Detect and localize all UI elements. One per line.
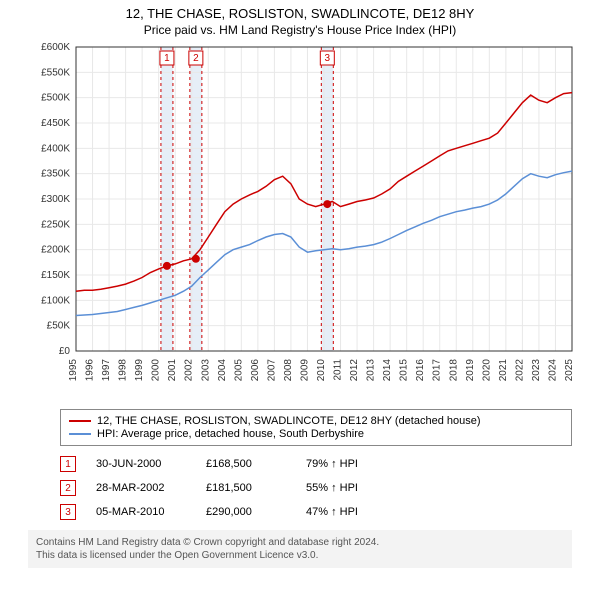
event-price: £290,000 — [206, 506, 286, 518]
page-subtitle: Price paid vs. HM Land Registry's House … — [0, 23, 600, 37]
footer-attribution: Contains HM Land Registry data © Crown c… — [28, 530, 572, 568]
event-hpi: 47% ↑ HPI — [306, 506, 358, 518]
price-chart: £0 £50K £100K £150K £200K £250K £300K £350K £400… — [24, 41, 584, 401]
svg-text:3: 3 — [325, 53, 331, 64]
svg-text:2008: 2008 — [283, 359, 294, 382]
svg-text:1997: 1997 — [101, 359, 112, 382]
svg-text:£600K: £600K — [41, 42, 70, 53]
footer-line: Contains HM Land Registry data © Crown c… — [36, 536, 564, 549]
legend-label: HPI: Average price, detached house, Sout… — [97, 428, 364, 440]
svg-text:£100K: £100K — [41, 295, 70, 306]
svg-text:£500K: £500K — [41, 93, 70, 104]
svg-text:2013: 2013 — [366, 359, 377, 382]
svg-text:£250K: £250K — [41, 219, 70, 230]
legend-swatch — [69, 420, 91, 422]
event-number: 1 — [60, 456, 76, 472]
svg-text:2005: 2005 — [233, 359, 244, 382]
svg-text:2: 2 — [193, 53, 199, 64]
svg-text:£350K: £350K — [41, 169, 70, 180]
svg-text:2016: 2016 — [415, 359, 426, 382]
svg-text:2002: 2002 — [184, 359, 195, 382]
svg-text:2014: 2014 — [382, 359, 393, 382]
svg-text:£400K: £400K — [41, 143, 70, 154]
svg-text:2007: 2007 — [266, 359, 277, 382]
svg-text:2003: 2003 — [200, 359, 211, 382]
event-date: 05-MAR-2010 — [96, 506, 186, 518]
event-price: £168,500 — [206, 458, 286, 470]
svg-text:2025: 2025 — [564, 359, 575, 382]
event-date: 28-MAR-2002 — [96, 482, 186, 494]
svg-text:1996: 1996 — [85, 359, 96, 382]
event-number: 2 — [60, 480, 76, 496]
events-table: 1 30-JUN-2000 £168,500 79% ↑ HPI 2 28-MAR-200… — [60, 452, 572, 524]
svg-text:2004: 2004 — [217, 359, 228, 382]
event-row: 3 05-MAR-2010 £290,000 47% ↑ HPI — [60, 500, 572, 524]
svg-text:2021: 2021 — [498, 359, 509, 382]
svg-text:£0: £0 — [59, 346, 71, 357]
svg-text:2012: 2012 — [349, 359, 360, 382]
legend-item: HPI: Average price, detached house, Sout… — [69, 428, 563, 440]
svg-text:1999: 1999 — [134, 359, 145, 382]
footer-line: This data is licensed under the Open Gov… — [36, 549, 564, 562]
svg-text:2015: 2015 — [399, 359, 410, 382]
legend-swatch — [69, 433, 91, 435]
svg-text:2018: 2018 — [448, 359, 459, 382]
svg-text:£50K: £50K — [47, 321, 71, 332]
legend-item: 12, THE CHASE, ROSLISTON, SWADLINCOTE, D… — [69, 415, 563, 427]
svg-text:2009: 2009 — [299, 359, 310, 382]
svg-text:£300K: £300K — [41, 194, 70, 205]
svg-text:£150K: £150K — [41, 270, 70, 281]
event-price: £181,500 — [206, 482, 286, 494]
svg-text:1: 1 — [164, 53, 170, 64]
svg-text:1995: 1995 — [68, 359, 79, 382]
svg-text:2020: 2020 — [481, 359, 492, 382]
svg-text:2024: 2024 — [547, 359, 558, 382]
event-date: 30-JUN-2000 — [96, 458, 186, 470]
svg-text:2001: 2001 — [167, 359, 178, 382]
legend: 12, THE CHASE, ROSLISTON, SWADLINCOTE, D… — [60, 409, 572, 446]
page-title: 12, THE CHASE, ROSLISTON, SWADLINCOTE, D… — [0, 6, 600, 21]
svg-text:2023: 2023 — [531, 359, 542, 382]
svg-text:2006: 2006 — [250, 359, 261, 382]
event-number: 3 — [60, 504, 76, 520]
svg-text:2019: 2019 — [465, 359, 476, 382]
event-hpi: 55% ↑ HPI — [306, 482, 358, 494]
svg-text:2010: 2010 — [316, 359, 327, 382]
event-row: 2 28-MAR-2002 £181,500 55% ↑ HPI — [60, 476, 572, 500]
svg-text:2000: 2000 — [151, 359, 162, 382]
svg-text:1998: 1998 — [118, 359, 129, 382]
event-hpi: 79% ↑ HPI — [306, 458, 358, 470]
svg-text:£450K: £450K — [41, 118, 70, 129]
event-row: 1 30-JUN-2000 £168,500 79% ↑ HPI — [60, 452, 572, 476]
svg-text:£200K: £200K — [41, 245, 70, 256]
svg-text:2011: 2011 — [333, 359, 344, 381]
legend-label: 12, THE CHASE, ROSLISTON, SWADLINCOTE, D… — [97, 415, 481, 427]
svg-text:2022: 2022 — [514, 359, 525, 382]
svg-text:£550K: £550K — [41, 67, 70, 78]
svg-text:2017: 2017 — [432, 359, 443, 382]
